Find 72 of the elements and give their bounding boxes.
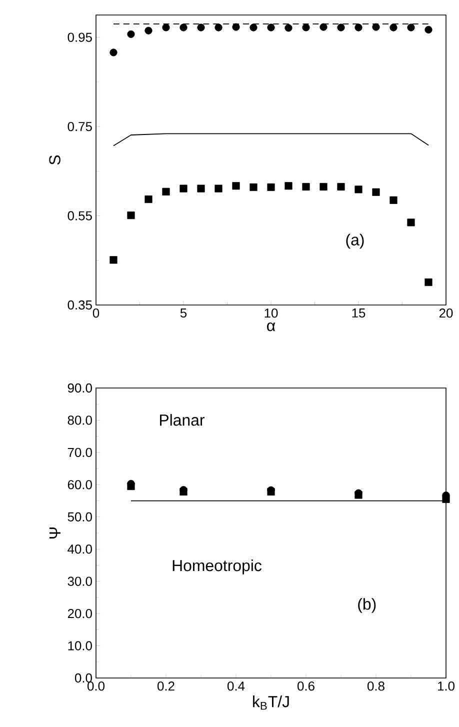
point bbox=[127, 30, 135, 38]
point bbox=[214, 184, 222, 192]
point bbox=[284, 24, 292, 32]
line-series bbox=[113, 133, 429, 146]
point bbox=[267, 24, 275, 32]
x-tick-label: 0.4 bbox=[227, 682, 245, 691]
point bbox=[372, 188, 380, 196]
point bbox=[197, 24, 205, 32]
annotation: (b) bbox=[358, 598, 376, 613]
point bbox=[372, 23, 380, 31]
x-tick-label: 0.0 bbox=[88, 682, 104, 691]
y-tick-label: 10.0 bbox=[68, 641, 92, 650]
point bbox=[302, 182, 310, 191]
y-tick-label: 0.35 bbox=[68, 300, 92, 310]
point bbox=[390, 24, 398, 32]
x-tick-label: 0.2 bbox=[158, 682, 174, 691]
point bbox=[354, 24, 362, 32]
point bbox=[162, 24, 170, 32]
annotation: (a) bbox=[346, 234, 364, 249]
point bbox=[354, 186, 362, 194]
annotation: Planar bbox=[160, 414, 205, 426]
point bbox=[127, 212, 135, 220]
point bbox=[337, 24, 345, 32]
point bbox=[337, 182, 345, 191]
point bbox=[284, 182, 292, 190]
point bbox=[214, 24, 222, 32]
x-tick-label: 20 bbox=[439, 308, 453, 318]
point bbox=[232, 23, 240, 31]
y-tick-label: 0.0 bbox=[74, 673, 92, 683]
point bbox=[110, 48, 118, 56]
point bbox=[180, 24, 188, 32]
y-tick-label: 50.0 bbox=[68, 512, 92, 522]
y-tick-label: 20.0 bbox=[68, 608, 92, 618]
point bbox=[390, 196, 398, 204]
y-tick-label: 30.0 bbox=[68, 576, 92, 586]
point bbox=[320, 182, 328, 191]
y-axis-title: S bbox=[49, 155, 60, 165]
x-tick-label: 10 bbox=[264, 308, 278, 318]
annotation: Homeotropic bbox=[172, 560, 262, 574]
point bbox=[302, 24, 310, 32]
point bbox=[407, 218, 415, 226]
point bbox=[250, 24, 258, 32]
point bbox=[180, 184, 188, 192]
y-tick-label: 70.0 bbox=[68, 448, 92, 458]
y-tick-label: 90.0 bbox=[68, 383, 92, 393]
point bbox=[250, 183, 258, 191]
point bbox=[232, 182, 240, 190]
x-axis-title: α bbox=[267, 322, 276, 332]
x-tick-label: 0 bbox=[92, 308, 100, 318]
point bbox=[267, 183, 275, 191]
y-tick-label: 0.75 bbox=[68, 122, 92, 132]
point bbox=[110, 256, 118, 264]
x-tick-label: 1.0 bbox=[438, 682, 454, 691]
x-axis-title: k$_{B}$T/J bbox=[253, 696, 289, 710]
point bbox=[144, 195, 152, 204]
point bbox=[320, 23, 328, 31]
y-tick-label: 80.0 bbox=[68, 416, 92, 425]
point bbox=[424, 278, 432, 286]
point bbox=[162, 188, 170, 196]
y-tick-label: 60.0 bbox=[68, 480, 92, 490]
x-tick-label: 5 bbox=[180, 308, 187, 318]
x-tick-label: 0.6 bbox=[297, 682, 314, 691]
y-tick-label: 0.55 bbox=[68, 211, 92, 220]
y-tick-label: 40.0 bbox=[68, 544, 92, 554]
x-tick-label: 0.8 bbox=[368, 682, 384, 691]
x-tick-label: 15 bbox=[352, 308, 366, 318]
point bbox=[144, 26, 152, 34]
point bbox=[407, 24, 415, 32]
y-tick-label: 0.95 bbox=[68, 32, 92, 42]
point bbox=[197, 184, 205, 192]
y-axis-title: Ψ bbox=[49, 527, 60, 539]
point bbox=[424, 26, 432, 34]
